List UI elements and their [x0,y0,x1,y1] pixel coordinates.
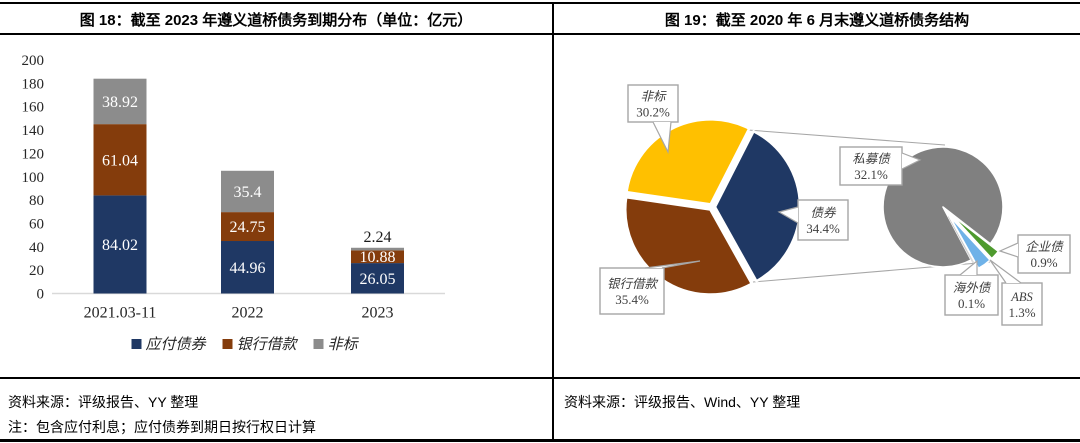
pie-callout-label-非标: 非标 [640,90,667,104]
legend-label-银行借款: 银行借款 [237,336,299,353]
pie-callout-box-非标 [627,84,679,123]
pie-slice-企业债 [950,213,1000,260]
legend-swatch-非标 [313,339,324,349]
pie-callout-box-ABS [1001,282,1043,326]
figure-18-title: 图 18：截至 2023 年遵义道桥债务到期分布（单位：亿元） [79,12,473,29]
pie-callout-value-私募债: 32.1% [854,167,888,182]
pie-callout-box-企业债 [1017,234,1071,274]
y-axis-tick-label: 80 [29,193,44,209]
pie-callout-label-海外债: 海外债 [953,281,992,295]
bar-value-label: 84.02 [102,237,138,254]
bar-value-label: 38.92 [102,94,138,111]
pie-callout-pointer-非标 [652,121,672,155]
y-axis-tick-label: 120 [22,146,45,162]
series-connector-top [747,129,946,146]
bar-segment-银行借款 [93,124,147,196]
bar-value-label-outside: 2.24 [364,229,392,246]
bar-value-label: 44.96 [230,260,266,277]
legend-swatch-银行借款 [222,339,233,349]
pie-callout-value-债券: 34.4% [806,221,840,236]
y-axis-tick-label: 20 [29,263,44,279]
pie-callout-label-债券: 债券 [810,206,837,220]
bar-segment-应付债券 [93,195,147,294]
legend-swatch-应付债券 [131,339,142,349]
figure-19-title: 图 19：截至 2020 年 6 月末遵义道桥债务结构 [664,12,970,29]
y-axis-tick-label: 0 [37,287,45,303]
y-axis-tick-label: 100 [22,170,45,186]
bar-segment-应付债券 [221,241,274,294]
pie-callout-pointer-ABS [989,259,1022,284]
legend-label-应付债券: 应付债券 [146,336,207,353]
pie-callout-value-ABS: 1.3% [1008,305,1035,320]
figure-18-note: 注：包含应付利息；应付债券到期日按行权日计算 [8,419,316,435]
bar-value-label: 26.05 [360,271,396,288]
figure-18-source: 资料来源：评级报告、YY 整理 [8,394,199,410]
bar-value-label: 35.4 [234,184,262,201]
pie-callout-box-银行借款 [599,267,665,315]
bar-segment-银行借款 [351,250,404,264]
bar-value-label: 24.75 [230,219,266,236]
pie-slice-非标 [625,118,751,206]
pie-callout-value-非标: 30.2% [636,105,670,120]
pie-callout-pointer-企业债 [998,242,1019,258]
pie-callout-value-海外债: 0.1% [958,296,985,311]
pie-callout-pointer-海外债 [959,259,978,276]
figure-18-stacked-bar-chart: 0 20 40 60 80 100 120 140 160 180 200 84.02 61.04 38.… [22,53,445,353]
pie-callout-box-海外债 [944,274,999,316]
pie-callout-pointer-债券 [777,206,799,224]
panel-divider [552,2,554,442]
y-axis-tick-label: 60 [29,216,44,232]
bar-value-label: 10.88 [360,249,396,266]
pie-callout-label-银行借款: 银行借款 [607,277,659,291]
x-axis-category-label: 2023 [362,305,394,322]
table-top-border [0,2,1080,4]
title-row-border [0,33,1080,35]
source-row-border [0,377,1080,379]
legend-label-非标: 非标 [328,336,360,353]
table-bottom-border [0,439,1080,442]
x-axis-category-label: 2021.03-11 [84,305,157,322]
pie-callout-value-银行借款: 35.4% [615,292,649,307]
bar-segment-应付债券 [351,263,404,294]
figure-19-source: 资料来源：评级报告、Wind、YY 整理 [564,394,801,410]
bar-segment-非标 [221,170,274,213]
pie-callout-pointer-银行借款 [644,260,701,269]
bar-segment-银行借款 [221,212,274,242]
y-axis-tick-label: 180 [22,76,45,92]
pie-callout-pointer-私募债 [901,152,922,170]
y-axis-tick-label: 200 [22,53,45,69]
pie-callout-label-ABS: ABS [1010,290,1033,304]
pie-callout-value-企业债: 0.9% [1030,255,1057,270]
pie-callout-label-企业债: 企业债 [1025,240,1064,254]
y-axis-tick-label: 140 [22,123,45,139]
bar-segment-非标 [351,247,404,251]
y-axis-tick-label: 160 [22,100,45,116]
pie-callout-label-私募债: 私募债 [852,152,891,166]
y-axis-tick-label: 40 [29,240,44,256]
bar-value-label: 61.04 [102,152,138,169]
x-axis-category-label: 2022 [232,305,264,322]
bar-segment-非标 [93,78,147,125]
